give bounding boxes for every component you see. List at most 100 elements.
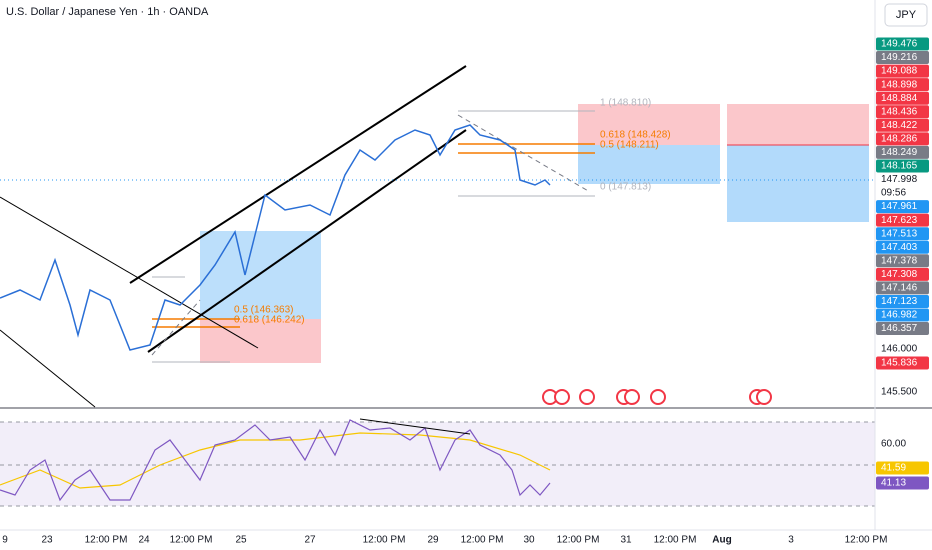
time-label: 31: [620, 535, 632, 546]
price-tag-label: 149.476: [881, 39, 918, 50]
fib-label: 0.618 (146.242): [234, 315, 305, 326]
price-tag-label: 148.422: [881, 120, 918, 131]
price-tag-label: 60.00: [881, 439, 906, 450]
projection-line: [457, 114, 591, 193]
short-stop: [727, 104, 869, 145]
price-tag: [876, 308, 929, 322]
time-label: 9: [2, 535, 8, 546]
price-tag-label: 146.982: [881, 310, 918, 321]
price-tag: [876, 105, 929, 119]
price-tag: [876, 294, 929, 308]
price-tag: [876, 200, 929, 214]
time-label: 25: [235, 535, 247, 546]
price-tag-label: 148.165: [881, 161, 918, 172]
currency-button[interactable]: [884, 3, 928, 27]
time-label: 12:00 PM: [85, 535, 128, 546]
price-tag: [876, 173, 929, 186]
price-tag-label: 149.216: [881, 52, 918, 63]
price-tag: [876, 437, 929, 451]
time-label: Aug: [712, 535, 731, 546]
event-icons: [542, 389, 772, 405]
price-tag: [876, 145, 929, 159]
price-tag: [876, 91, 929, 105]
price-tag-label: 145.836: [881, 358, 918, 369]
price-tag: [876, 132, 929, 146]
short-stop: [578, 104, 720, 145]
event-icon[interactable]: [554, 389, 570, 405]
price-tag-label: 146.357: [881, 323, 918, 334]
fib-label: 1 (148.810): [600, 98, 651, 109]
price-tag: [876, 385, 929, 399]
price-tag-label: 149.088: [881, 66, 918, 77]
short-target: [578, 145, 720, 184]
symbol-title: U.S. Dollar / Japanese Yen · 1h · OANDA: [6, 6, 209, 18]
price-tag: [876, 267, 929, 281]
price-tag: [876, 118, 929, 132]
event-icon[interactable]: [579, 389, 595, 405]
projection-line: [151, 299, 201, 356]
price-tag: [876, 322, 929, 336]
short-target: [727, 145, 869, 222]
price-tag-label: 41.13: [881, 478, 906, 489]
price-tag: [876, 356, 929, 370]
fib-label: 0.618 (148.428): [600, 130, 671, 141]
rsi-line: [0, 419, 551, 502]
price-tag-label: 147.146: [881, 283, 918, 294]
fib-label: 0.5 (146.363): [234, 305, 294, 316]
trend-line: [0, 329, 96, 408]
price-tag-label: 148.898: [881, 79, 918, 90]
price-tag-label: 147.123: [881, 296, 918, 307]
price-tag: [876, 342, 929, 356]
event-icon[interactable]: [650, 389, 666, 405]
price-tag-label: 41.59: [881, 463, 906, 474]
rsi-ma: [0, 432, 551, 489]
price-tag: [876, 159, 929, 173]
price-tag-label: 147.403: [881, 242, 918, 253]
price-tag-label: 147.378: [881, 255, 918, 266]
time-label: 12:00 PM: [557, 535, 600, 546]
time-label: 29: [427, 535, 439, 546]
time-label: 3: [788, 535, 794, 546]
price-tag-label: 145.500: [881, 387, 918, 398]
time-label: 12:00 PM: [845, 535, 888, 546]
trend-line: [0, 196, 259, 349]
price-tag: [876, 461, 929, 475]
time-label: 24: [138, 535, 150, 546]
event-icon[interactable]: [624, 389, 640, 405]
price-tag-label: 146.000: [881, 344, 918, 355]
price-tag: [876, 64, 929, 78]
time-label: 27: [304, 535, 316, 546]
price-tag-label: 09:56: [881, 188, 906, 199]
price-path: [0, 124, 551, 351]
price-tag-label: 147.623: [881, 215, 918, 226]
price-tag-label: 147.998: [881, 174, 918, 185]
divergence-line: [359, 418, 471, 435]
price-tag: [876, 254, 929, 268]
price-tag-label: 148.436: [881, 106, 918, 117]
price-tag: [876, 476, 929, 490]
time-label: 12:00 PM: [461, 535, 504, 546]
price-tag-label: 148.884: [881, 93, 918, 104]
channel-line: [129, 65, 467, 284]
currency-label[interactable]: JPY: [896, 9, 917, 21]
time-label: 23: [41, 535, 53, 546]
time-label: 12:00 PM: [363, 535, 406, 546]
fib-label: 0 (147.813): [600, 182, 651, 193]
time-label: 12:00 PM: [654, 535, 697, 546]
price-tag: [876, 227, 929, 241]
price-tag: [876, 37, 929, 51]
event-icon[interactable]: [756, 389, 772, 405]
price-tag-label: 148.286: [881, 133, 918, 144]
price-tag: [876, 213, 929, 227]
price-tag-label: 147.513: [881, 228, 918, 239]
price-tag: [876, 281, 929, 295]
price-tag-label: 147.308: [881, 269, 918, 280]
price-tag: [876, 51, 929, 65]
time-label: 12:00 PM: [170, 535, 213, 546]
price-tag: [876, 186, 929, 200]
fib-label: 0.5 (148.211): [600, 140, 659, 151]
price-tag-label: 148.249: [881, 147, 918, 158]
price-tag: [876, 240, 929, 254]
